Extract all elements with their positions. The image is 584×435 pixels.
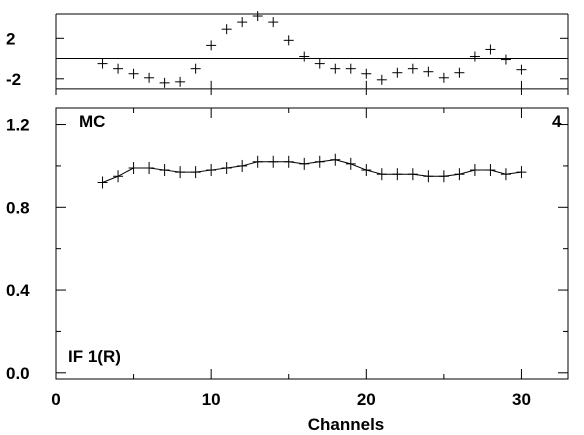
residual-point-20 — [407, 63, 418, 74]
series-point-16 — [345, 157, 356, 170]
series-point-10 — [252, 155, 263, 168]
series-point-4 — [159, 164, 170, 177]
residual-point-23 — [454, 67, 465, 78]
y-tick-label-2: 0.8 — [6, 198, 30, 217]
y-tick-label-0: 0.0 — [6, 364, 30, 383]
series-point-2 — [128, 161, 139, 174]
residual-point-24 — [469, 51, 480, 62]
series-point-23 — [454, 168, 465, 181]
residual-point-6 — [190, 63, 201, 74]
x-tick-label-2: 20 — [357, 390, 376, 409]
residual-y-ticks: 2 -2 — [6, 29, 568, 89]
residual-point-7 — [206, 40, 217, 51]
main-series — [97, 153, 527, 189]
residual-point-13 — [299, 51, 310, 62]
series-point-1 — [113, 170, 124, 183]
series-point-6 — [190, 166, 201, 179]
main-panel-frame — [55, 107, 569, 380]
residual-points — [97, 11, 527, 95]
series-point-25 — [485, 164, 496, 177]
residual-point-15 — [330, 63, 341, 74]
series-point-0 — [97, 176, 108, 189]
series-point-24 — [469, 164, 480, 177]
residual-point-9 — [237, 17, 248, 28]
main-axis-ticks: 0 10 20 30 0.0 0.4 0.8 1.2 — [6, 108, 568, 409]
residual-point-19 — [392, 67, 403, 78]
series-point-11 — [268, 155, 279, 168]
series-point-12 — [283, 155, 294, 168]
series-point-20 — [407, 168, 418, 181]
x-tick-label-1: 10 — [202, 390, 221, 409]
residual-point-14 — [314, 58, 325, 69]
series-point-18 — [376, 168, 387, 181]
series-point-14 — [314, 155, 325, 168]
residual-point-21 — [423, 66, 434, 77]
x-axis-title: Channels — [308, 415, 385, 434]
residual-point-27 — [516, 64, 527, 75]
residual-point-17 — [361, 68, 372, 79]
residual-panel-frame — [55, 13, 569, 95]
panel-label-number: 4 — [552, 112, 562, 131]
series-point-7 — [206, 164, 217, 177]
series-point-17 — [361, 164, 372, 177]
series-point-19 — [392, 168, 403, 181]
residual-point-11 — [268, 17, 279, 28]
residual-point-5 — [175, 76, 186, 87]
series-point-13 — [299, 157, 310, 170]
residual-ytick-label-1: -2 — [6, 70, 21, 89]
y-tick-label-1: 0.4 — [6, 281, 30, 300]
main-plot-frame — [55, 107, 569, 380]
residual-reference-lines — [56, 58, 568, 90]
series-line-0 — [102, 159, 522, 183]
series-point-5 — [175, 166, 186, 179]
series-point-22 — [438, 170, 449, 183]
panel-label-if: IF 1(R) — [68, 347, 121, 366]
series-point-26 — [500, 168, 511, 181]
residual-point-25 — [485, 44, 496, 55]
residual-point-16 — [345, 63, 356, 74]
residual-point-26 — [500, 54, 511, 65]
series-point-3 — [144, 161, 155, 174]
series-point-8 — [221, 161, 232, 174]
y-tick-label-3: 1.2 — [6, 116, 30, 135]
residual-point-10 — [252, 11, 263, 22]
x-tick-label-0: 0 — [51, 390, 60, 409]
series-point-9 — [237, 159, 248, 172]
series-point-21 — [423, 170, 434, 183]
residual-point-22 — [438, 72, 449, 83]
series-point-15 — [330, 153, 341, 166]
residual-point-12 — [283, 35, 294, 46]
residual-point-8 — [221, 24, 232, 35]
residual-point-0 — [97, 58, 108, 69]
residual-point-3 — [144, 72, 155, 83]
residual-point-1 — [113, 63, 124, 74]
series-point-27 — [516, 166, 527, 179]
residual-point-4 — [159, 77, 170, 88]
residual-ytick-label-0: 2 — [6, 29, 15, 48]
panel-label-mc: MC — [79, 112, 105, 131]
residual-point-18 — [376, 74, 387, 85]
residual-point-2 — [128, 68, 139, 79]
x-tick-label-3: 30 — [512, 390, 531, 409]
